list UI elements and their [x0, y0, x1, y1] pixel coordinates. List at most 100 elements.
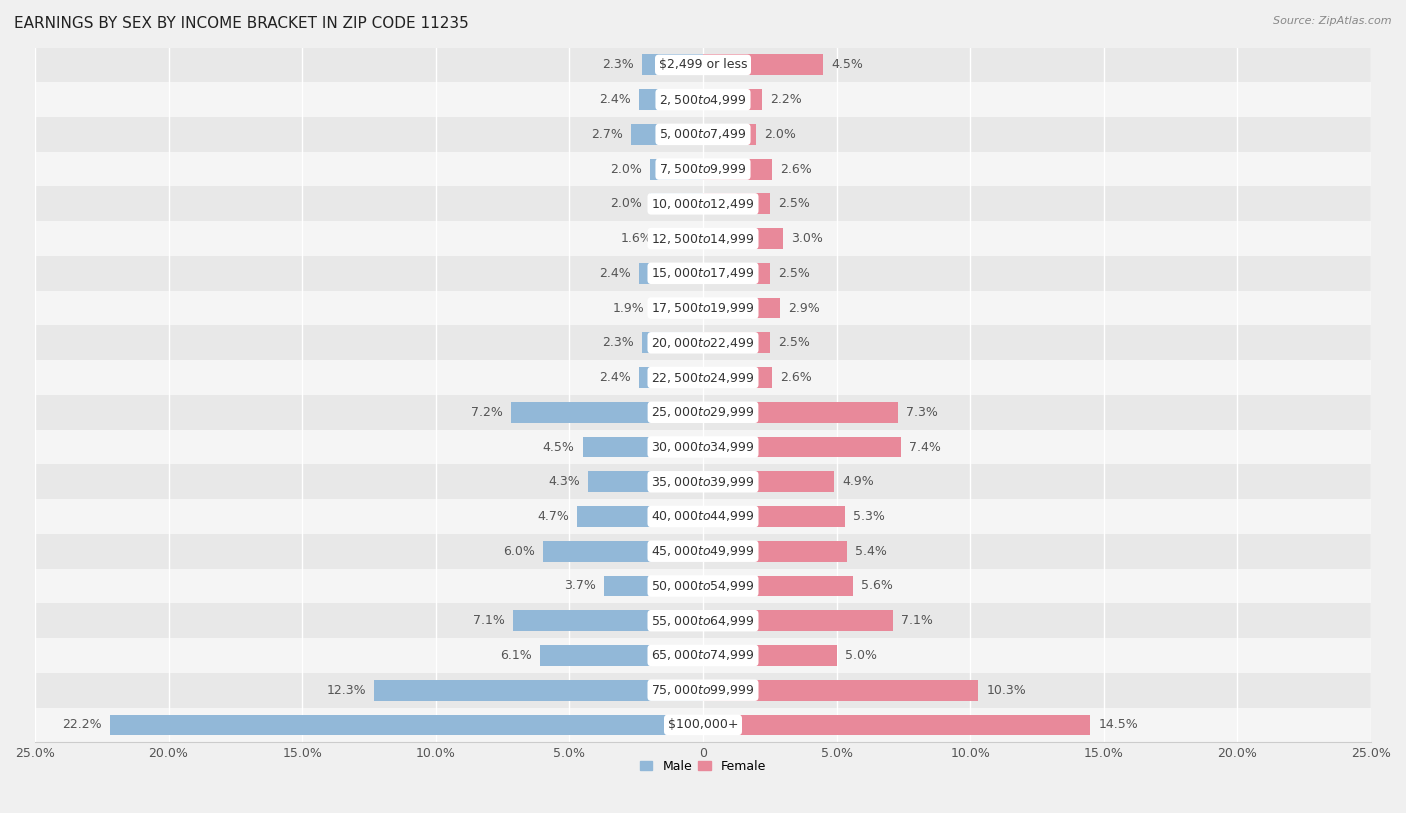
Text: 4.7%: 4.7% [537, 510, 569, 523]
Text: 2.3%: 2.3% [602, 337, 634, 350]
Text: $2,500 to $4,999: $2,500 to $4,999 [659, 93, 747, 107]
Bar [703, 715, 1091, 735]
Text: 2.4%: 2.4% [599, 93, 631, 107]
Bar [703, 263, 770, 284]
Bar [35, 82, 1371, 117]
Bar [543, 541, 703, 562]
Bar [374, 680, 703, 701]
Text: $30,000 to $34,999: $30,000 to $34,999 [651, 440, 755, 454]
Bar [35, 638, 1371, 673]
Text: 5.0%: 5.0% [845, 649, 876, 662]
Bar [605, 576, 703, 597]
Bar [703, 333, 770, 353]
Bar [35, 360, 1371, 395]
Bar [35, 499, 1371, 534]
Text: 1.9%: 1.9% [613, 302, 644, 315]
Bar [35, 673, 1371, 707]
Bar [703, 89, 762, 110]
Legend: Male, Female: Male, Female [636, 754, 770, 778]
Text: 2.3%: 2.3% [602, 59, 634, 72]
Text: 5.6%: 5.6% [860, 580, 893, 593]
Bar [703, 472, 834, 492]
Bar [703, 228, 783, 249]
Bar [650, 159, 703, 180]
Text: 3.0%: 3.0% [792, 232, 823, 245]
Text: 7.1%: 7.1% [474, 614, 505, 627]
Text: $25,000 to $29,999: $25,000 to $29,999 [651, 405, 755, 420]
Text: 2.0%: 2.0% [610, 163, 641, 176]
Text: $22,500 to $24,999: $22,500 to $24,999 [651, 371, 755, 385]
Text: $50,000 to $54,999: $50,000 to $54,999 [651, 579, 755, 593]
Text: $55,000 to $64,999: $55,000 to $64,999 [651, 614, 755, 628]
Bar [35, 603, 1371, 638]
Bar [540, 645, 703, 666]
Text: 2.4%: 2.4% [599, 267, 631, 280]
Text: 6.0%: 6.0% [503, 545, 534, 558]
Bar [35, 464, 1371, 499]
Text: 22.2%: 22.2% [62, 719, 101, 732]
Text: 2.5%: 2.5% [778, 267, 810, 280]
Bar [703, 680, 979, 701]
Text: 4.9%: 4.9% [842, 476, 873, 489]
Text: $15,000 to $17,499: $15,000 to $17,499 [651, 267, 755, 280]
Text: 6.1%: 6.1% [501, 649, 531, 662]
Bar [513, 611, 703, 631]
Bar [638, 263, 703, 284]
Text: $7,500 to $9,999: $7,500 to $9,999 [659, 162, 747, 176]
Text: $10,000 to $12,499: $10,000 to $12,499 [651, 197, 755, 211]
Text: $100,000+: $100,000+ [668, 719, 738, 732]
Bar [510, 402, 703, 423]
Text: $35,000 to $39,999: $35,000 to $39,999 [651, 475, 755, 489]
Bar [703, 54, 824, 76]
Bar [703, 645, 837, 666]
Bar [582, 437, 703, 458]
Bar [35, 568, 1371, 603]
Text: $17,500 to $19,999: $17,500 to $19,999 [651, 301, 755, 315]
Text: 2.5%: 2.5% [778, 337, 810, 350]
Bar [703, 506, 845, 527]
Bar [35, 534, 1371, 568]
Bar [35, 395, 1371, 429]
Bar [578, 506, 703, 527]
Text: 10.3%: 10.3% [986, 684, 1026, 697]
Text: 1.6%: 1.6% [620, 232, 652, 245]
Text: $20,000 to $22,499: $20,000 to $22,499 [651, 336, 755, 350]
Text: $12,500 to $14,999: $12,500 to $14,999 [651, 232, 755, 246]
Text: $5,000 to $7,499: $5,000 to $7,499 [659, 128, 747, 141]
Bar [35, 152, 1371, 186]
Text: 2.5%: 2.5% [778, 198, 810, 211]
Text: 2.6%: 2.6% [780, 371, 813, 384]
Text: 2.7%: 2.7% [591, 128, 623, 141]
Bar [35, 429, 1371, 464]
Bar [703, 193, 770, 215]
Bar [35, 291, 1371, 325]
Bar [703, 402, 898, 423]
Text: 2.0%: 2.0% [610, 198, 641, 211]
Text: $45,000 to $49,999: $45,000 to $49,999 [651, 544, 755, 559]
Text: 7.2%: 7.2% [471, 406, 502, 419]
Bar [703, 611, 893, 631]
Text: EARNINGS BY SEX BY INCOME BRACKET IN ZIP CODE 11235: EARNINGS BY SEX BY INCOME BRACKET IN ZIP… [14, 16, 468, 31]
Text: 5.4%: 5.4% [855, 545, 887, 558]
Bar [35, 256, 1371, 291]
Bar [35, 707, 1371, 742]
Bar [35, 47, 1371, 82]
Text: 2.6%: 2.6% [780, 163, 813, 176]
Bar [703, 576, 852, 597]
Bar [703, 367, 772, 388]
Bar [641, 333, 703, 353]
Text: 2.4%: 2.4% [599, 371, 631, 384]
Bar [703, 298, 780, 319]
Text: $40,000 to $44,999: $40,000 to $44,999 [651, 510, 755, 524]
Bar [652, 298, 703, 319]
Text: 3.7%: 3.7% [564, 580, 596, 593]
Text: $2,499 or less: $2,499 or less [659, 59, 747, 72]
Bar [638, 89, 703, 110]
Bar [703, 124, 756, 145]
Text: $65,000 to $74,999: $65,000 to $74,999 [651, 649, 755, 663]
Text: 4.3%: 4.3% [548, 476, 581, 489]
Bar [35, 117, 1371, 152]
Bar [631, 124, 703, 145]
Bar [703, 437, 901, 458]
Bar [638, 367, 703, 388]
